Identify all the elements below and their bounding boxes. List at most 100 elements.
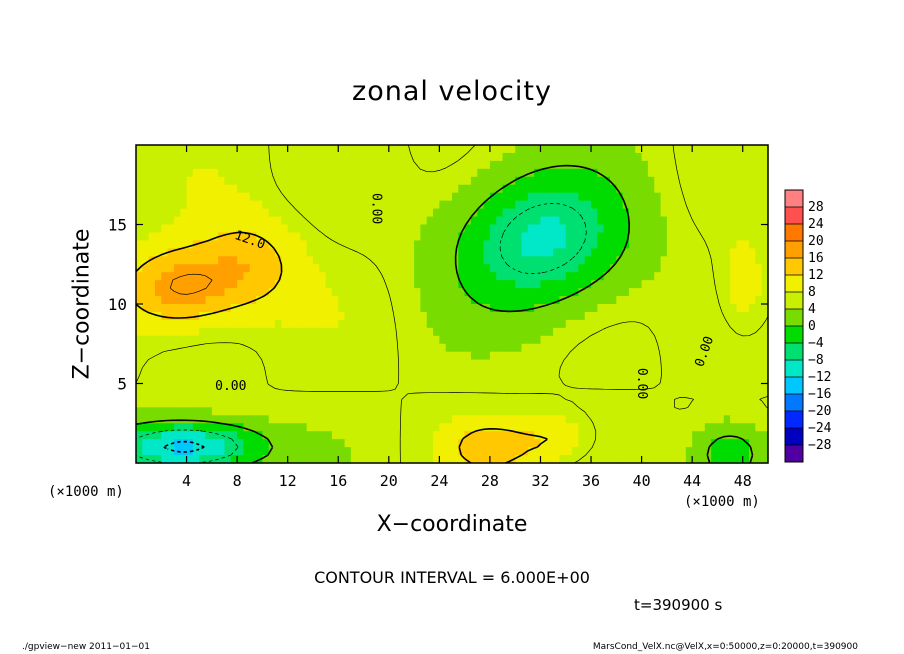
heatmap-cell (230, 447, 238, 456)
heatmap-cell (749, 176, 756, 186)
heatmap-cell (256, 192, 263, 202)
heatmap-cell (136, 145, 143, 154)
heatmap-cell (243, 256, 251, 265)
heatmap-cell (704, 176, 712, 186)
heatmap-cell (325, 240, 333, 249)
heatmap-cell (369, 248, 377, 257)
contour-line (135, 144, 769, 464)
heatmap-cell (294, 160, 301, 170)
heatmap-cell (388, 335, 396, 345)
heatmap-cell (426, 423, 434, 432)
heatmap-cell (635, 375, 643, 385)
heatmap-cell (281, 431, 289, 440)
heatmap-cell (489, 192, 497, 202)
heatmap-cell (407, 407, 415, 416)
heatmap-cell (540, 423, 548, 432)
heatmap-cell (534, 224, 542, 234)
heatmap-cell (218, 439, 226, 448)
heatmap-cell (742, 311, 750, 321)
heatmap-cell (319, 208, 327, 218)
heatmap-cell (540, 391, 548, 400)
heatmap-cell (452, 224, 459, 234)
heatmap-cell (666, 168, 674, 178)
heatmap-cell (312, 439, 320, 448)
heatmap-cell (584, 407, 592, 416)
heatmap-cell (515, 455, 523, 464)
heatmap-cell (704, 351, 712, 361)
colorbar-tick-label: −24 (808, 421, 832, 436)
heatmap-cell (300, 200, 308, 210)
heatmap-cell (319, 200, 327, 210)
heatmap-cell (641, 216, 649, 226)
colorbar-segment (785, 445, 803, 463)
heatmap-cell (148, 264, 156, 273)
heatmap-cell (211, 335, 219, 345)
heatmap-cell (154, 232, 162, 241)
heatmap-cell (464, 272, 472, 281)
heatmap-cell (553, 224, 561, 234)
heatmap-cell (243, 192, 251, 202)
heatmap-cell (350, 423, 358, 432)
heatmap-cell (420, 335, 428, 345)
heatmap-cell (553, 319, 561, 329)
heatmap-cell (584, 200, 592, 210)
heatmap-cell (540, 168, 548, 178)
heatmap-cell (414, 431, 421, 440)
heatmap-cell (603, 152, 611, 162)
heatmap-cell (489, 375, 497, 385)
heatmap-cell (262, 288, 270, 297)
heatmap-cell (610, 391, 617, 400)
heatmap-cell (426, 216, 434, 226)
heatmap-cell (414, 423, 421, 432)
heatmap-cell (192, 407, 200, 416)
heatmap-cell (565, 232, 573, 241)
heatmap-cell (407, 216, 415, 226)
colorbar-segment (785, 394, 803, 412)
heatmap-cell (673, 455, 681, 464)
heatmap-cell (679, 375, 687, 385)
heatmap-cell (420, 296, 428, 305)
heatmap-cell (294, 232, 301, 241)
heatmap-cell (331, 280, 339, 289)
heatmap-cell (142, 383, 150, 393)
heatmap-cell (578, 439, 586, 448)
heatmap-cell (622, 455, 630, 464)
heatmap-cell (572, 335, 579, 345)
heatmap-cell (294, 359, 301, 369)
heatmap-cell (578, 391, 586, 400)
heatmap-cell (300, 367, 308, 377)
heatmap-cell (666, 272, 674, 281)
heatmap-cell (622, 407, 630, 416)
x-unit-label-right: (×1000 m) (684, 494, 760, 510)
heatmap-cell (502, 280, 510, 289)
heatmap-cell (148, 335, 156, 345)
heatmap-cell (237, 304, 245, 313)
heatmap-cell (325, 176, 333, 186)
heatmap-cell (502, 168, 510, 178)
heatmap-cell (622, 288, 630, 297)
heatmap-cell (281, 311, 289, 321)
heatmap-cell (205, 168, 213, 178)
heatmap-cell (344, 248, 352, 257)
heatmap-cell (237, 176, 245, 186)
heatmap-cell (647, 240, 655, 249)
heatmap-cell (420, 280, 428, 289)
heatmap-cell (622, 264, 630, 273)
heatmap-cell (534, 327, 542, 337)
heatmap-cell (161, 264, 169, 273)
heatmap-cell (641, 304, 649, 313)
heatmap-cell (736, 304, 744, 313)
heatmap-cell (660, 311, 668, 321)
heatmap-cell (173, 367, 181, 377)
heatmap-cell (414, 216, 421, 226)
heatmap-cell (749, 399, 756, 408)
heatmap-cell (540, 407, 548, 416)
heatmap-cell (660, 439, 668, 448)
heatmap-cell (616, 160, 624, 170)
heatmap-cell (654, 431, 662, 440)
heatmap-cell (616, 272, 624, 281)
heatmap-cell (591, 152, 598, 162)
heatmap-cell (426, 335, 434, 345)
heatmap-cell (395, 184, 403, 194)
heatmap-cell (186, 248, 194, 257)
